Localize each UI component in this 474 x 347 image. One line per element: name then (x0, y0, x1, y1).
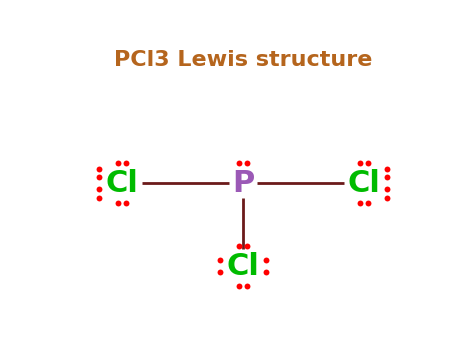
Point (235, 160, 243, 166)
Point (216, 257, 224, 263)
Point (383, 166, 391, 171)
Point (235, 283, 243, 289)
Point (95, 186, 103, 192)
Point (216, 269, 224, 275)
Text: P: P (232, 169, 254, 198)
Point (383, 195, 391, 201)
Point (235, 243, 243, 249)
Point (95, 166, 103, 171)
Text: Cl: Cl (348, 169, 381, 198)
Point (243, 283, 251, 289)
Text: Cl: Cl (105, 169, 138, 198)
Point (114, 160, 121, 166)
Point (262, 257, 270, 263)
Text: PCl3 Lewis structure: PCl3 Lewis structure (114, 50, 372, 70)
Point (95, 195, 103, 201)
Point (365, 201, 372, 206)
Text: Cl: Cl (227, 252, 259, 281)
Point (243, 243, 251, 249)
Point (262, 269, 270, 275)
Point (122, 201, 129, 206)
Point (243, 160, 251, 166)
Point (356, 160, 364, 166)
Point (383, 186, 391, 192)
Point (365, 160, 372, 166)
Point (114, 201, 121, 206)
Point (122, 160, 129, 166)
Point (356, 201, 364, 206)
Point (95, 175, 103, 180)
Point (383, 175, 391, 180)
